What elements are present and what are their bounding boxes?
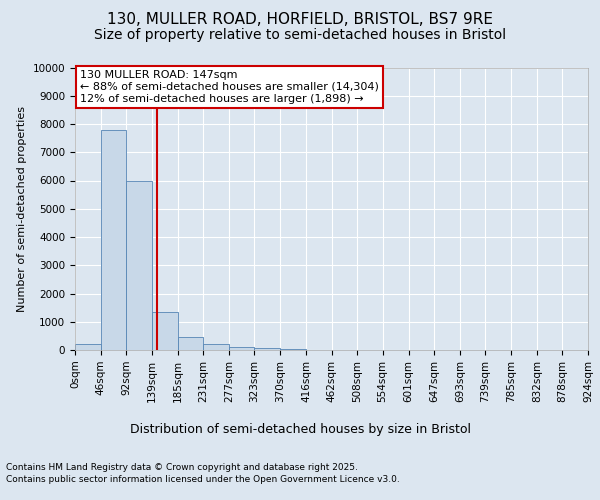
Bar	[152, 312, 178, 350]
Bar	[203, 344, 229, 350]
Bar	[101, 130, 126, 350]
Y-axis label: Number of semi-detached properties: Number of semi-detached properties	[17, 106, 27, 312]
Text: Size of property relative to semi-detached houses in Bristol: Size of property relative to semi-detach…	[94, 28, 506, 42]
Bar	[75, 344, 101, 350]
Text: 130, MULLER ROAD, HORFIELD, BRISTOL, BS7 9RE: 130, MULLER ROAD, HORFIELD, BRISTOL, BS7…	[107, 12, 493, 28]
Text: Contains HM Land Registry data © Crown copyright and database right 2025.: Contains HM Land Registry data © Crown c…	[6, 462, 358, 471]
Text: Distribution of semi-detached houses by size in Bristol: Distribution of semi-detached houses by …	[130, 422, 470, 436]
Bar	[254, 348, 280, 350]
Bar	[280, 348, 306, 350]
Bar	[229, 347, 254, 350]
Bar	[178, 338, 203, 350]
Bar	[126, 180, 152, 350]
Text: 130 MULLER ROAD: 147sqm
← 88% of semi-detached houses are smaller (14,304)
12% o: 130 MULLER ROAD: 147sqm ← 88% of semi-de…	[80, 70, 379, 104]
Text: Contains public sector information licensed under the Open Government Licence v3: Contains public sector information licen…	[6, 475, 400, 484]
